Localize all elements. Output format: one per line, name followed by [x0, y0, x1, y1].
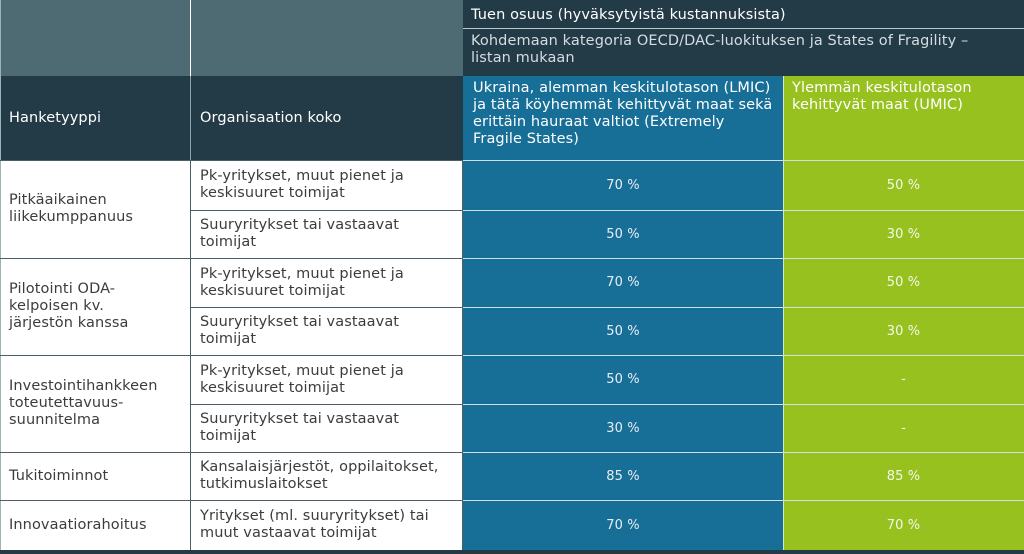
org-size-cell: Suuryritykset tai vastaavat toimijat [191, 404, 463, 452]
row-divider [191, 210, 463, 211]
column-header-org-size: Organisaation koko [191, 76, 463, 160]
lmic-value: 70 % [463, 160, 783, 210]
lmic-value: 70 % [463, 500, 783, 550]
column-header-project-type: Hanketyyppi [0, 76, 191, 160]
umic-value: 85 % [783, 452, 1024, 500]
row-divider [0, 355, 463, 356]
lmic-value: 50 % [463, 307, 783, 355]
lmic-value: 50 % [463, 210, 783, 258]
header-blank-project-type [0, 0, 191, 76]
row-divider [191, 404, 463, 405]
umic-value: 30 % [783, 307, 1024, 355]
lmic-value: 30 % [463, 404, 783, 452]
umic-value: 30 % [783, 210, 1024, 258]
category-subtitle: Kohdemaan kategoria OECD/DAC-luokituksen… [463, 29, 1024, 76]
column-divider [783, 76, 784, 550]
column-divider [190, 76, 191, 160]
org-size-cell: Pk-yritykset, muut pienet ja keskisuuret… [191, 355, 463, 404]
row-divider [0, 500, 463, 501]
project-type-cell: Pitkäaikainen liikekumppanuus [0, 160, 191, 258]
umic-value: 70 % [783, 500, 1024, 550]
row-divider [463, 160, 1024, 161]
project-type-cell: Investointihankkeen toteutettavuus-suunn… [0, 355, 191, 452]
org-size-cell: Kansalaisjärjestöt, oppilaitokset, tutki… [191, 452, 463, 500]
project-type-cell: Tukitoiminnot [0, 452, 191, 500]
umic-value: - [783, 355, 1024, 404]
project-type-cell: Pilotointi ODA-kelpoisen kv. järjestön k… [0, 258, 191, 355]
org-size-cell: Suuryritykset tai vastaavat toimijat [191, 307, 463, 355]
row-divider [463, 258, 1024, 259]
row-divider [463, 404, 1024, 405]
lmic-value: 70 % [463, 258, 783, 307]
table-border-bottom [0, 550, 1024, 554]
row-divider [463, 500, 1024, 501]
org-size-cell: Pk-yritykset, muut pienet ja keskisuuret… [191, 160, 463, 210]
lmic-value: 85 % [463, 452, 783, 500]
row-divider [0, 452, 463, 453]
column-divider [190, 0, 191, 76]
support-share-title: Tuen osuus (hyväksytyistä kustannuksista… [463, 0, 1024, 29]
row-divider [463, 307, 1024, 308]
header-divider [463, 28, 1024, 29]
column-header-umic: Ylemmän keskitulotason kehittyvät maat (… [783, 76, 1024, 160]
column-header-lmic: Ukraina, alemman keskitulotason (LMIC) j… [463, 76, 783, 160]
org-size-cell: Suuryritykset tai vastaavat toimijat [191, 210, 463, 258]
table-border-left [0, 0, 1, 554]
umic-value: - [783, 404, 1024, 452]
row-divider [463, 355, 1024, 356]
row-divider [0, 160, 463, 161]
lmic-value: 50 % [463, 355, 783, 404]
row-divider [0, 258, 463, 259]
umic-value: 50 % [783, 258, 1024, 307]
row-divider [463, 210, 1024, 211]
row-divider [463, 452, 1024, 453]
row-divider [191, 307, 463, 308]
org-size-cell: Pk-yritykset, muut pienet ja keskisuuret… [191, 258, 463, 307]
header-blank-org-size [191, 0, 463, 76]
project-type-cell: Innovaatiorahoitus [0, 500, 191, 550]
umic-value: 50 % [783, 160, 1024, 210]
org-size-cell: Yritykset (ml. suuryritykset) tai muut v… [191, 500, 463, 550]
